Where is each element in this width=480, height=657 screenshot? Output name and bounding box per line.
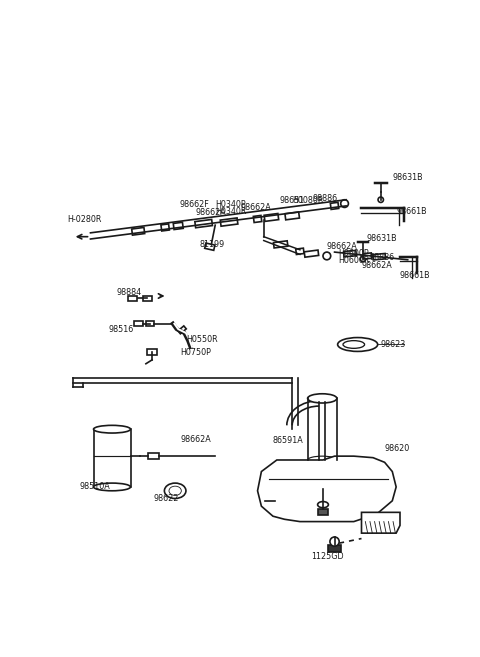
Ellipse shape [308,394,337,403]
Text: 98510A: 98510A [80,482,110,491]
Ellipse shape [337,338,378,351]
Polygon shape [285,212,300,220]
Polygon shape [264,214,279,221]
Text: H0750P: H0750P [180,348,211,357]
Polygon shape [304,250,319,257]
Text: 98662F: 98662F [180,200,210,209]
Polygon shape [274,241,288,248]
Text: 98662A: 98662A [327,242,358,251]
Text: 98662A: 98662A [361,261,392,269]
Polygon shape [133,321,143,327]
Ellipse shape [94,483,131,491]
Text: H0340P: H0340P [215,200,246,209]
Circle shape [323,252,331,260]
Polygon shape [258,456,396,522]
Text: 98661B: 98661B [396,207,427,215]
Polygon shape [361,512,400,533]
Bar [94,429,131,487]
Polygon shape [363,253,372,259]
Text: 1125GD: 1125GD [312,552,344,560]
Text: H0340R: H0340R [215,207,247,215]
Polygon shape [373,254,385,260]
Text: 98622: 98622 [154,494,179,503]
Polygon shape [143,296,152,301]
Text: 98662A: 98662A [196,208,227,217]
Text: 98620: 98620 [384,444,410,453]
Ellipse shape [94,425,131,433]
Text: 98651: 98651 [279,196,304,205]
Text: 98662A: 98662A [240,203,271,212]
Ellipse shape [343,340,365,348]
Text: H0550R: H0550R [187,334,218,344]
Polygon shape [128,296,137,301]
Ellipse shape [164,483,186,499]
Polygon shape [330,202,339,210]
Polygon shape [204,243,215,250]
Text: 98631B: 98631B [367,234,397,242]
Circle shape [378,197,384,202]
Polygon shape [173,222,183,229]
Text: 86591A: 86591A [273,436,304,445]
Polygon shape [178,326,186,334]
Polygon shape [220,218,238,226]
Ellipse shape [169,486,181,495]
Polygon shape [161,224,169,231]
Text: H0600P: H0600P [338,249,369,258]
Text: 98886: 98886 [369,253,395,262]
Polygon shape [132,227,144,235]
Text: 98631B: 98631B [392,173,423,182]
Ellipse shape [318,501,328,508]
Text: 98661B: 98661B [400,271,431,280]
Text: 98516: 98516 [109,325,134,334]
Polygon shape [344,250,356,257]
Bar [328,545,341,553]
Polygon shape [147,350,157,355]
Bar [318,509,328,514]
Text: H0600R: H0600R [338,256,370,265]
Circle shape [330,537,339,546]
Text: 98886: 98886 [313,194,338,203]
Polygon shape [296,248,304,254]
Text: 81199: 81199 [200,240,225,249]
Text: H0080R: H0080R [292,196,324,205]
Polygon shape [253,215,262,223]
Text: H-0280R: H-0280R [67,215,102,224]
Polygon shape [148,453,159,459]
Text: 98662A: 98662A [180,435,211,443]
Circle shape [341,200,348,208]
Polygon shape [195,219,213,228]
Text: 98884: 98884 [117,288,142,298]
Text: 98623: 98623 [381,340,406,349]
Polygon shape [146,321,154,327]
Circle shape [360,256,366,261]
